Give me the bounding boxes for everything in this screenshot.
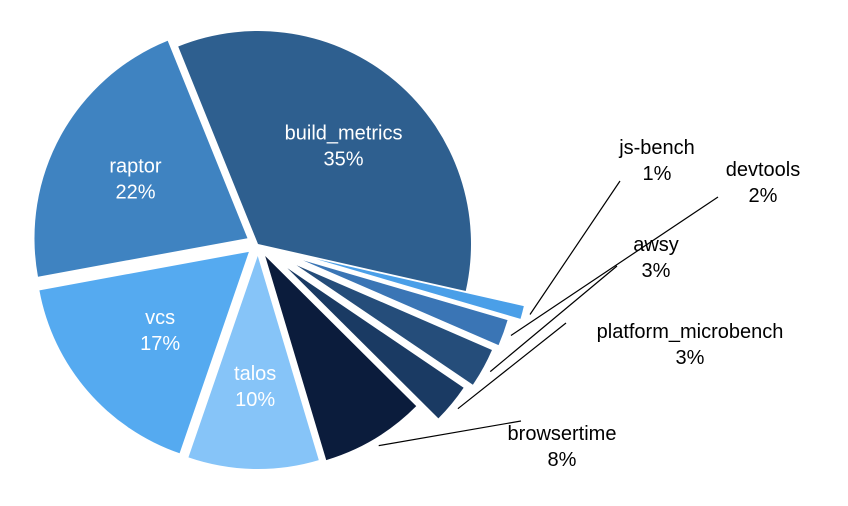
slice-label-browsertime: browsertime 8% <box>508 423 617 471</box>
slice-label-awsy: awsy 3% <box>633 234 679 282</box>
pie-slice-platform_microbench <box>287 268 464 419</box>
slice-category-talos: talos <box>234 363 276 385</box>
slice-percent-devtools: 2% <box>749 185 778 207</box>
slice-category-vcs: vcs <box>145 307 175 329</box>
pie-slice-talos <box>188 255 319 469</box>
slice-label-vcs: vcs 17% <box>140 307 180 355</box>
pie-slice-awsy <box>296 265 492 385</box>
leader-line-js-bench <box>529 180 621 315</box>
slice-percent-awsy: 3% <box>642 260 671 282</box>
slice-category-build_metrics: build_metrics <box>285 122 403 144</box>
pie-slice-browsertime <box>265 256 417 461</box>
slice-percent-vcs: 17% <box>140 333 180 355</box>
slice-label-platform_microbench: platform_microbench 3% <box>597 321 784 369</box>
slice-percent-js-bench: 1% <box>643 163 672 185</box>
slice-label-build_metrics: build_metrics 35% <box>285 122 403 170</box>
slice-percent-build_metrics: 35% <box>324 148 364 170</box>
leader-line-awsy <box>489 265 618 373</box>
slice-label-raptor: raptor 22% <box>109 156 162 204</box>
slice-label-talos: talos 10% <box>234 363 276 411</box>
slice-label-devtools: devtools 2% <box>726 159 801 207</box>
slice-category-devtools: devtools <box>726 159 801 181</box>
slice-percent-platform_microbench: 3% <box>676 347 705 369</box>
slice-category-platform_microbench: platform_microbench <box>597 321 784 343</box>
pie-slice-devtools <box>303 260 508 346</box>
slice-labels: build_metrics 35% js-bench 1% devtools 2% awsy… <box>109 122 800 471</box>
slice-label-js-bench: js-bench 1% <box>618 137 695 185</box>
slice-category-js-bench: js-bench <box>618 137 695 159</box>
leader-line-devtools <box>510 196 719 336</box>
slice-category-awsy: awsy <box>633 234 679 256</box>
slice-percent-talos: 10% <box>235 389 275 411</box>
slice-category-browsertime: browsertime <box>508 423 617 445</box>
leader-line-browsertime <box>378 420 522 447</box>
leader-line-platform_microbench <box>457 322 567 410</box>
slice-percent-raptor: 22% <box>115 182 155 204</box>
pie-slices <box>34 30 524 469</box>
pie-slice-raptor <box>34 40 248 277</box>
leader-lines <box>378 180 719 447</box>
slice-percent-browsertime: 8% <box>548 449 577 471</box>
slice-category-raptor: raptor <box>109 156 162 178</box>
pie-slice-vcs <box>39 251 249 454</box>
pie-slice-js-bench <box>316 259 524 319</box>
pie-slice-build_metrics <box>178 30 471 292</box>
